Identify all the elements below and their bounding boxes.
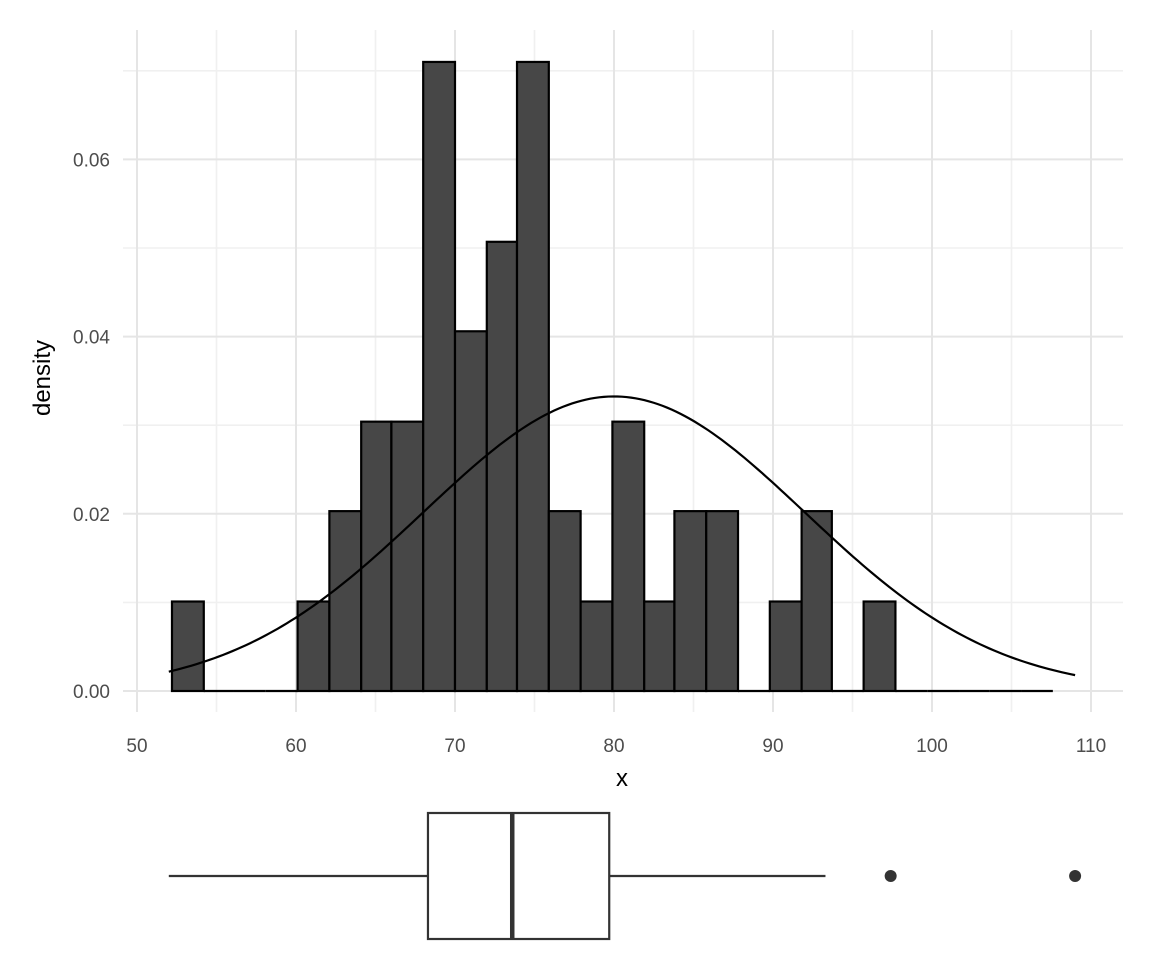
histogram-bar-9 <box>453 330 488 693</box>
x-axis-title: x <box>616 765 628 792</box>
boxplot-outlier-1 <box>1069 870 1082 882</box>
histogram-bar-22 <box>862 600 897 693</box>
x-tick-label: 90 <box>762 736 783 757</box>
histogram-bar-0 <box>170 600 205 693</box>
histogram-bar-14 <box>611 420 646 693</box>
y-tick-label: 0.04 <box>73 328 110 349</box>
histogram-bar-4 <box>296 600 331 693</box>
y-tick-label: 0.06 <box>73 150 110 171</box>
histogram-bar-10 <box>485 240 519 693</box>
x-tick-label: 110 <box>1076 736 1106 757</box>
y-tick-label: 0.00 <box>73 682 110 703</box>
histogram-bar-17 <box>705 510 740 693</box>
histogram-bar-15 <box>643 600 676 693</box>
histogram-bar-5 <box>328 510 363 693</box>
x-tick-label: 60 <box>285 736 306 757</box>
tick-labels: 50 60 70 80 90 100 110 0.00 0.02 0.04 0.06 <box>73 150 1106 757</box>
y-axis-title: density <box>29 340 56 416</box>
x-tick-label: 100 <box>916 736 948 757</box>
histogram-bar-20 <box>800 510 833 693</box>
boxplot-outlier-0 <box>884 870 897 882</box>
density-curve <box>168 395 1076 677</box>
histogram-bar-19 <box>768 600 803 693</box>
histogram-bar-16 <box>673 510 708 693</box>
histogram-bar-11 <box>515 60 550 693</box>
histogram-bar-12 <box>547 510 582 693</box>
histogram-bar-8 <box>422 60 457 693</box>
histogram-bar-13 <box>579 600 614 693</box>
boxplot-box <box>426 811 611 941</box>
density-curve-line <box>168 395 1076 677</box>
y-tick-label: 0.02 <box>73 505 110 526</box>
x-tick-label: 80 <box>603 736 624 757</box>
x-tick-label: 50 <box>126 736 147 757</box>
histogram-bars <box>170 60 1053 693</box>
histogram-bar-7 <box>390 420 425 693</box>
boxplot <box>168 811 1082 941</box>
x-tick-label: 70 <box>444 736 465 757</box>
